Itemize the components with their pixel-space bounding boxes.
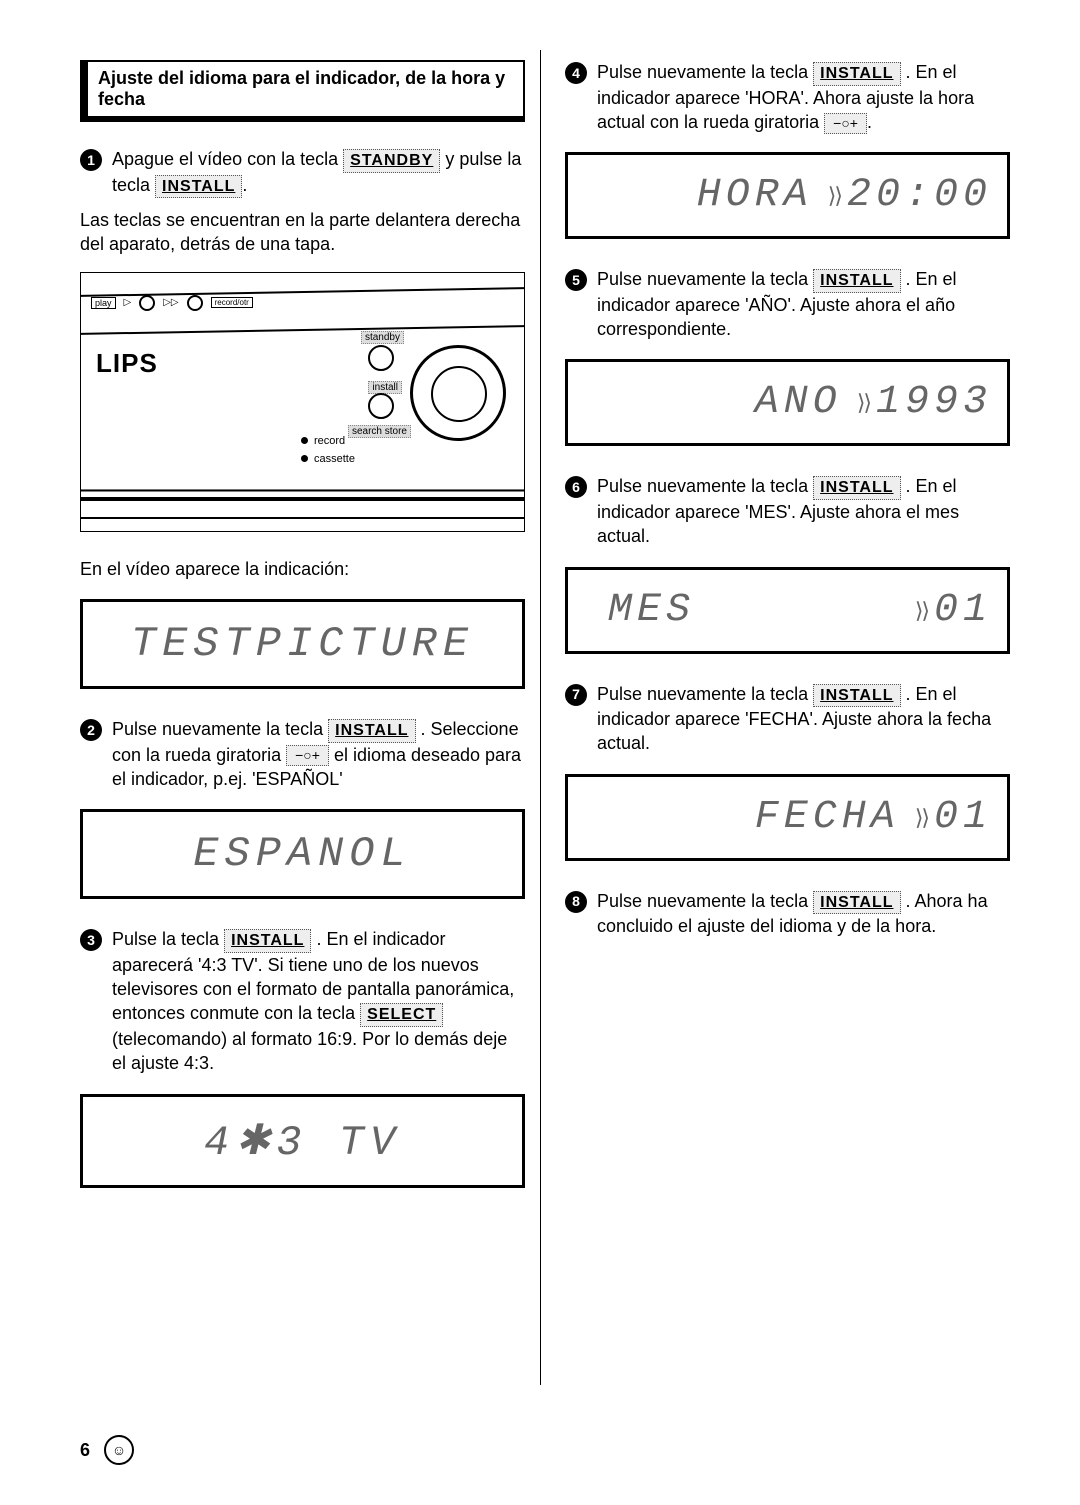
- standby-label: standby: [361, 331, 404, 344]
- step-2: 2 Pulse nuevamente la tecla INSTALL . Se…: [80, 717, 525, 791]
- display-mes: MES ⟩⟩ 01: [565, 567, 1010, 654]
- step-number-4: 4: [565, 62, 587, 84]
- dial-key: −○+: [286, 745, 329, 766]
- step-number-3: 3: [80, 929, 102, 951]
- step3-text-a: Pulse la tecla: [112, 929, 224, 949]
- rays-icon: ⟩⟩: [915, 812, 928, 823]
- step3-text-c: (telecomando) al formato 16:9. Por lo de…: [112, 1029, 507, 1073]
- after-illus-text: En el vídeo aparece la indicación:: [80, 557, 525, 581]
- key-install: INSTALL: [813, 684, 900, 708]
- display-hora: HORA ⟩⟩ 20:00: [565, 152, 1010, 239]
- page-footer: 6 ☺: [80, 1435, 134, 1465]
- step5-text-a: Pulse nuevamente la tecla: [597, 269, 813, 289]
- display-testpicture: TESTPICTURE: [80, 599, 525, 689]
- key-install: INSTALL: [328, 719, 415, 743]
- brand-label: LIPS: [96, 348, 158, 379]
- step-5: 5 Pulse nuevamente la tecla INSTALL . En…: [565, 267, 1010, 341]
- display-espanol: ESPANOL: [80, 809, 525, 899]
- step-3: 3 Pulse la tecla INSTALL . En el indicad…: [80, 927, 525, 1075]
- face-icon: ☺: [104, 1435, 134, 1465]
- disp-fecha-value: 01: [934, 795, 992, 840]
- device-illustration: play ▷ ▷▷ record/otr LIPS standby instal…: [80, 272, 525, 532]
- disp-ano-value: 1993: [876, 380, 992, 425]
- key-install: INSTALL: [813, 269, 900, 293]
- key-install: INSTALL: [813, 891, 900, 915]
- disp-espanol: ESPANOL: [193, 830, 411, 878]
- key-install: INSTALL: [155, 175, 242, 199]
- display-43tv: 4✱3 TV: [80, 1094, 525, 1188]
- section-header: Ajuste del idioma para el indicador, de …: [80, 60, 525, 122]
- recotr-label: record/otr: [211, 297, 253, 308]
- left-column: Ajuste del idioma para el indicador, de …: [80, 60, 525, 1216]
- step-1: 1 Apague el vídeo con la tecla STANDBY y…: [80, 147, 525, 198]
- step-number-6: 6: [565, 476, 587, 498]
- disp-43tv: 4✱3 TV: [204, 1115, 401, 1167]
- display-fecha: FECHA ⟩⟩ 01: [565, 774, 1010, 861]
- cassette-led-label: cassette: [301, 453, 355, 465]
- step-6: 6 Pulse nuevamente la tecla INSTALL . En…: [565, 474, 1010, 548]
- install-label: install: [368, 381, 402, 394]
- step4-text-a: Pulse nuevamente la tecla: [597, 62, 813, 82]
- play-label: play: [91, 297, 116, 309]
- page-number: 6: [80, 1440, 90, 1461]
- disp-fecha-label: FECHA: [755, 795, 900, 840]
- standby-button-illus: [368, 345, 394, 371]
- step-number-5: 5: [565, 269, 587, 291]
- column-divider: [540, 50, 541, 1385]
- top-button-1: [139, 295, 155, 311]
- disp-ano-label: ANO: [755, 380, 842, 425]
- step-8: 8 Pulse nuevamente la tecla INSTALL . Ah…: [565, 889, 1010, 939]
- step1-text-a: Apague el vídeo con la tecla: [112, 149, 343, 169]
- disp-testpicture: TESTPICTURE: [131, 620, 474, 668]
- right-column: 4 Pulse nuevamente la tecla INSTALL . En…: [565, 60, 1010, 1216]
- step-4: 4 Pulse nuevamente la tecla INSTALL . En…: [565, 60, 1010, 134]
- step-7: 7 Pulse nuevamente la tecla INSTALL . En…: [565, 682, 1010, 756]
- key-install: INSTALL: [224, 929, 311, 953]
- disp-hora-label: HORA: [697, 173, 813, 218]
- jog-dial: [410, 345, 506, 441]
- display-ano: ANO ⟩⟩ 1993: [565, 359, 1010, 446]
- search-store-label: search store: [348, 425, 411, 438]
- step-number-8: 8: [565, 891, 587, 913]
- disp-mes-value: 01: [934, 588, 992, 633]
- step8-text-a: Pulse nuevamente la tecla: [597, 891, 813, 911]
- disp-mes-label: MES: [608, 588, 695, 633]
- step7-text-a: Pulse nuevamente la tecla: [597, 684, 813, 704]
- rays-icon: ⟩⟩: [828, 190, 841, 201]
- install-button-illus: [368, 393, 394, 419]
- dial-key: −○+: [824, 113, 867, 134]
- record-led-label: record: [301, 435, 345, 447]
- key-install: INSTALL: [813, 62, 900, 86]
- key-install: INSTALL: [813, 476, 900, 500]
- keys-location-note: Las teclas se encuentran en la parte del…: [80, 208, 525, 257]
- step2-text-a: Pulse nuevamente la tecla: [112, 719, 328, 739]
- key-standby: STANDBY: [343, 149, 440, 173]
- rays-icon: ⟩⟩: [857, 397, 870, 408]
- step6-text-a: Pulse nuevamente la tecla: [597, 476, 813, 496]
- key-select: SELECT: [360, 1003, 443, 1027]
- disp-hora-value: 20:00: [847, 173, 992, 218]
- step-number-7: 7: [565, 684, 587, 706]
- step-number-1: 1: [80, 149, 102, 171]
- rays-icon: ⟩⟩: [915, 605, 928, 616]
- top-button-2: [187, 295, 203, 311]
- step-number-2: 2: [80, 719, 102, 741]
